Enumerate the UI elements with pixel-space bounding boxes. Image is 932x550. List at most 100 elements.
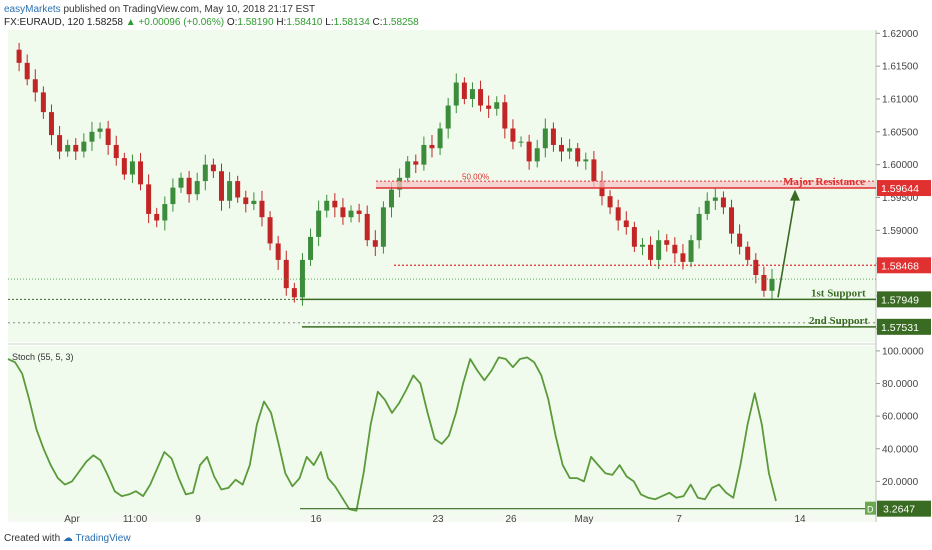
price-tick-label: 1.59000 — [882, 226, 919, 237]
tradingview-icon: ☁ — [62, 533, 73, 544]
candle-body — [421, 144, 427, 165]
candle-body — [291, 288, 297, 298]
time-tick-label: 9 — [195, 514, 201, 525]
candle-body — [445, 105, 451, 129]
candle-body — [210, 164, 216, 172]
candle-body — [648, 244, 654, 260]
publisher-name[interactable]: easyMarkets — [4, 4, 61, 15]
candle-body — [720, 197, 726, 208]
time-tick-label: 7 — [676, 514, 682, 525]
candle-body — [340, 207, 346, 218]
candle-body — [486, 105, 492, 109]
resistance-price-tag-text: 1.59644 — [881, 183, 919, 195]
candle-body — [405, 161, 411, 178]
candle-body — [218, 171, 224, 201]
candle-body — [413, 161, 419, 165]
fib-label: 50.00% — [462, 173, 489, 182]
candle-body — [550, 128, 556, 145]
candle-body — [299, 259, 305, 298]
candle-body — [162, 204, 168, 221]
footer: Created with ☁ TradingView — [4, 533, 131, 544]
published-text: published on TradingView.com, May 10, 20… — [63, 4, 316, 15]
candle-body — [704, 200, 710, 214]
resistance-zone — [376, 181, 876, 189]
last-price: 1.58258 — [86, 17, 123, 28]
candle-body — [48, 112, 54, 136]
candle-body — [259, 200, 265, 218]
candle-body — [469, 89, 475, 99]
candle-body — [542, 128, 548, 149]
candle-body — [372, 240, 378, 247]
candle-body — [32, 79, 38, 93]
time-axis-strip — [8, 514, 876, 522]
symbol-info: FX:EURAUD, 120 1.58258 ▲ +0.00096 (+0.06… — [4, 17, 419, 28]
price-tick-label: 1.62000 — [882, 29, 919, 40]
candle-body — [227, 181, 233, 201]
candle-body — [89, 131, 95, 142]
candle-body — [502, 102, 508, 129]
stoch-marker-label: D — [867, 505, 874, 515]
candle-body — [453, 82, 459, 106]
candle-body — [494, 102, 500, 109]
candle-body — [437, 128, 443, 149]
candle-body — [97, 128, 103, 132]
candle-body — [73, 144, 79, 152]
close-label: C: — [372, 17, 383, 28]
symbol-label: FX:EURAUD, 120 — [4, 17, 85, 28]
candle-body — [583, 159, 589, 162]
candle-body — [615, 207, 621, 221]
candle-body — [680, 253, 686, 262]
candle-body — [510, 128, 516, 142]
candle-body — [380, 207, 386, 247]
candle-body — [429, 144, 435, 149]
candles-group — [16, 42, 775, 306]
stoch-title: Stoch (55, 5, 3) — [12, 352, 74, 362]
close-value: 1.58258 — [382, 17, 419, 28]
candle-body — [559, 144, 565, 152]
candle-body — [761, 275, 767, 291]
candle-body — [138, 161, 144, 185]
stoch-value-tag-box — [877, 500, 931, 517]
support1-price-tag-box — [877, 291, 931, 308]
high-label: H: — [276, 17, 287, 28]
minor-level-price-tag-text: 1.58468 — [881, 260, 919, 272]
candle-body — [170, 187, 176, 205]
time-tick-label: 14 — [794, 514, 806, 525]
candle-body — [591, 159, 597, 182]
open-label: O: — [226, 17, 238, 28]
candle-body — [461, 82, 467, 99]
candle-body — [745, 246, 751, 260]
candle-body — [639, 244, 645, 247]
resistance-price-tag-box — [877, 180, 931, 197]
candle-body — [729, 207, 735, 234]
major-resistance-label: Major Resistance — [783, 176, 865, 188]
candle-body — [769, 278, 775, 291]
price-tick-label: 1.61500 — [882, 62, 919, 73]
stoch-pane — [8, 346, 876, 514]
candle-body — [737, 233, 743, 247]
candle-body — [688, 240, 694, 262]
candle-body — [243, 197, 249, 205]
candle-body — [24, 62, 30, 80]
candle-body — [178, 177, 184, 188]
price-tick-label: 1.59500 — [882, 193, 919, 204]
tradingview-link[interactable]: TradingView — [75, 533, 131, 544]
candle-body — [194, 181, 200, 195]
projection-arrow-shaft — [777, 197, 796, 298]
stoch-tick-label: 100.0000 — [882, 346, 924, 357]
price-tick-label: 1.60000 — [882, 160, 919, 171]
candle-body — [235, 181, 241, 198]
candle-body — [275, 243, 281, 260]
support1-price-tag-text: 1.57949 — [881, 294, 919, 306]
candle-body — [202, 164, 208, 182]
candle-body — [518, 141, 524, 143]
stoch-tick-label: 80.0000 — [882, 379, 919, 390]
candle-body — [389, 189, 394, 208]
candle-body — [656, 240, 662, 260]
candle-body — [712, 197, 718, 201]
candle-body — [631, 227, 637, 247]
candle-body — [40, 92, 46, 113]
candle-body — [332, 200, 338, 208]
stoch-tick-label: 60.0000 — [882, 412, 919, 423]
